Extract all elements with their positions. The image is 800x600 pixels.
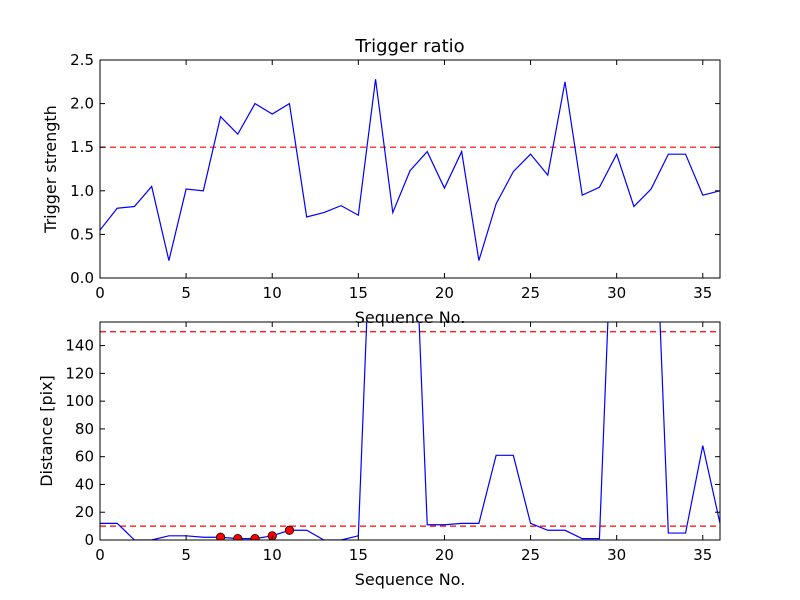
bottom-y-tick-label-1: 20 — [75, 503, 94, 521]
bottom-marker-point-0 — [215, 532, 226, 540]
top-x-axis-label: Sequence No. — [355, 308, 466, 327]
top-y-tick-label-0: 0.0 — [70, 269, 94, 287]
bottom-x-tick-label-5: 25 — [521, 546, 540, 564]
bottom-x-ticks: 0 5 10 15 20 25 30 35 — [95, 322, 712, 564]
bottom-y-tick-label-5: 100 — [65, 392, 94, 410]
top-x-ticks: 0 5 10 15 20 25 30 35 — [95, 60, 712, 302]
bottom-y-tick-label-0: 0 — [84, 531, 94, 549]
bottom-x-tick-label-4: 20 — [435, 546, 454, 564]
top-x-tick-label-3: 15 — [349, 284, 368, 302]
bottom-y-ticks: 0 20 40 60 80 100 120 140 — [65, 337, 720, 549]
top-y-tick-label-1: 0.5 — [70, 225, 94, 243]
top-x-tick-label-4: 20 — [435, 284, 454, 302]
top-chart: Trigger ratio 0 5 10 15 20 25 30 35 0.0 0.5 1.0 1.… — [41, 36, 721, 327]
top-plot-area — [100, 79, 720, 261]
bottom-marker-point-1 — [233, 534, 243, 540]
top-y-tick-label-5: 2.5 — [70, 51, 94, 69]
bottom-chart: 0 5 10 15 20 25 30 35 0 20 40 60 80 100 120 140 Sequen… — [37, 321, 721, 589]
bottom-marker-point-2 — [250, 534, 260, 540]
top-x-tick-label-6: 30 — [607, 284, 626, 302]
top-x-tick-label-0: 0 — [95, 284, 105, 302]
bottom-x-tick-label-7: 35 — [693, 546, 712, 564]
bottom-x-tick-label-3: 15 — [349, 546, 368, 564]
top-x-tick-label-2: 10 — [263, 284, 282, 302]
top-chart-title: Trigger ratio — [354, 36, 464, 57]
bottom-plot-area — [100, 322, 720, 540]
bottom-x-tick-label-0: 0 — [95, 546, 105, 564]
top-y-axis-label: Trigger strength — [41, 105, 60, 234]
bottom-y-tick-label-2: 40 — [75, 475, 94, 493]
bottom-x-tick-label-1: 5 — [181, 546, 191, 564]
bottom-x-axis-label: Sequence No. — [355, 570, 466, 589]
bottom-y-tick-label-7: 140 — [65, 337, 94, 355]
top-y-tick-label-2: 1.0 — [70, 182, 94, 200]
bottom-y-axis-label: Distance [pix] — [37, 375, 56, 487]
top-x-tick-label-1: 5 — [181, 284, 191, 302]
bottom-x-tick-label-2: 10 — [263, 546, 282, 564]
top-x-tick-label-7: 35 — [693, 284, 712, 302]
top-axes-frame — [99, 59, 721, 279]
top-y-tick-label-3: 1.5 — [70, 138, 94, 156]
bottom-series-line-0 — [100, 322, 720, 540]
bottom-y-tick-label-3: 60 — [75, 448, 94, 466]
top-y-tick-label-4: 2.0 — [70, 95, 94, 113]
bottom-y-tick-label-6: 120 — [65, 364, 94, 382]
top-y-ticks: 0.0 0.5 1.0 1.5 2.0 2.5 — [70, 51, 720, 287]
bottom-x-tick-label-6: 30 — [607, 546, 626, 564]
bottom-y-tick-label-4: 80 — [75, 420, 94, 438]
bottom-marker-point-4 — [284, 525, 295, 535]
top-series-line-0 — [100, 79, 720, 261]
top-x-tick-label-5: 25 — [521, 284, 540, 302]
bottom-axes-frame — [99, 321, 721, 541]
